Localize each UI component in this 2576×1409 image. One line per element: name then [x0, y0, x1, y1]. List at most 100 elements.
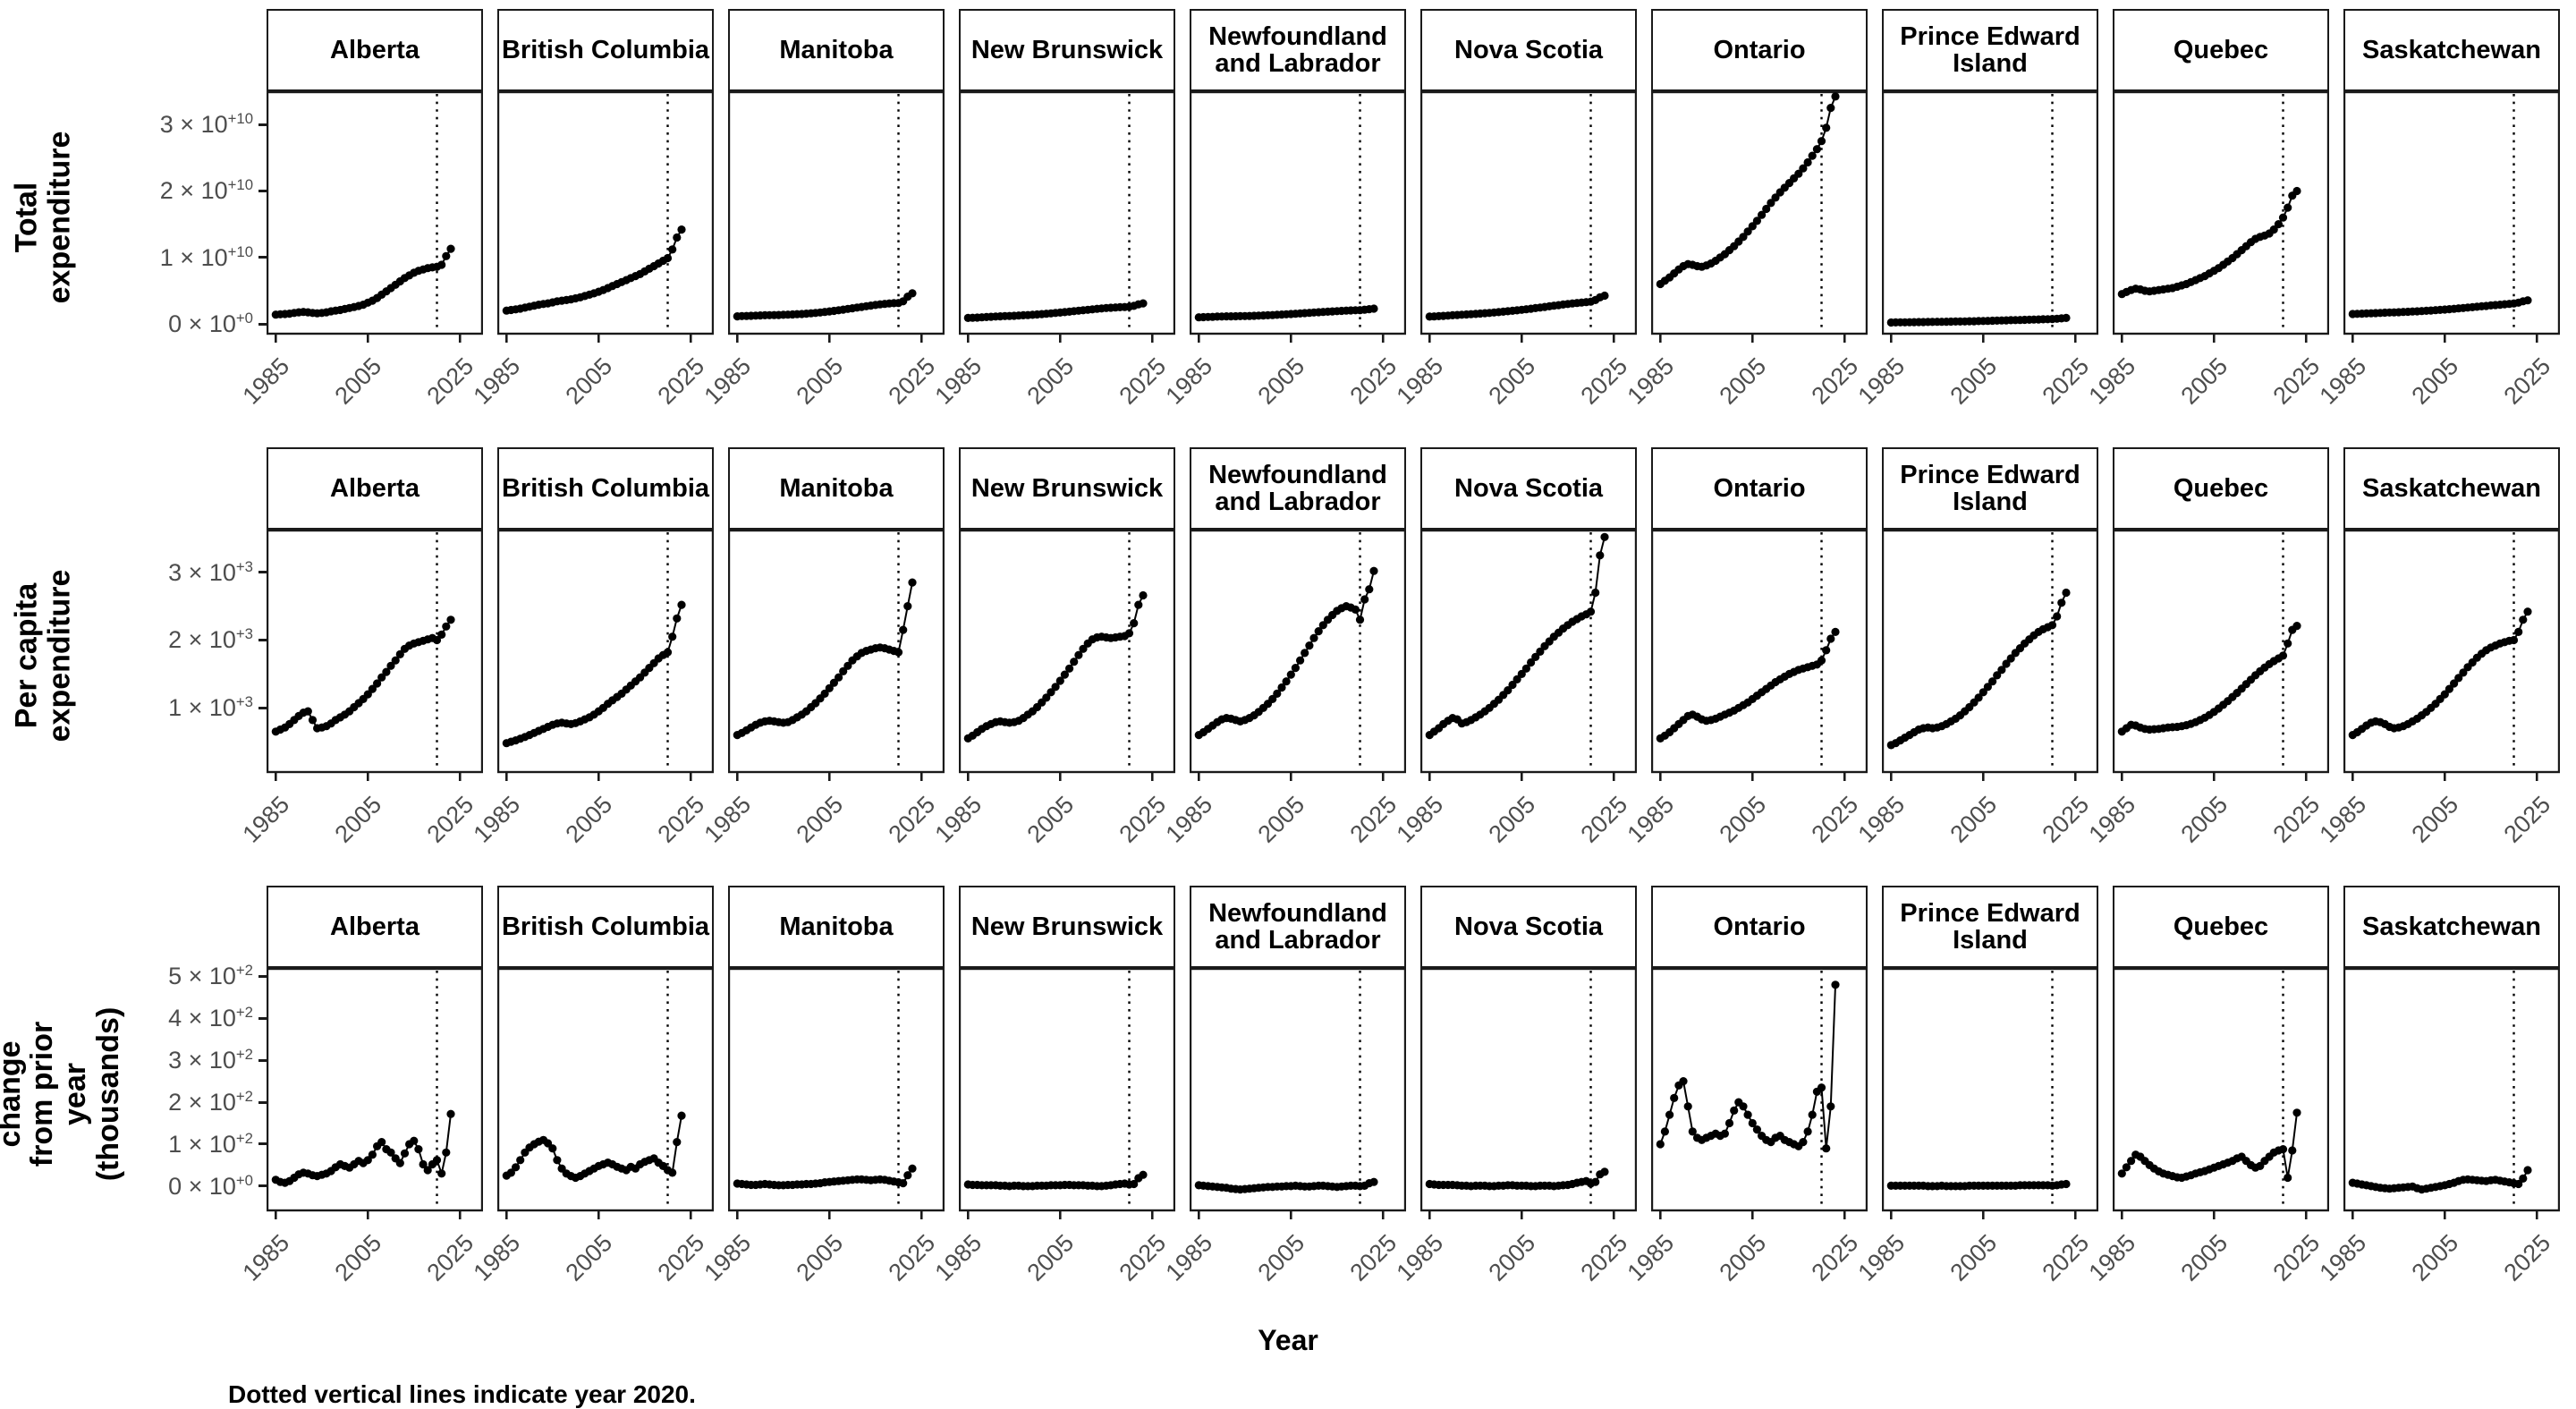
facet-strip-title: Alberta [267, 886, 483, 968]
x-axis-tick-label: 2005 [329, 1229, 387, 1286]
facet-strip-title: British Columbia [497, 9, 714, 91]
series-point [1130, 1179, 1139, 1189]
series-point [1752, 1125, 1761, 1134]
series-point [1134, 600, 1143, 609]
faceted-chart-figure: Total expenditure 0 × 10+0 1 × 10+10 2 × 10… [0, 9, 2576, 1409]
series-point [1803, 157, 1812, 167]
series-point [2278, 651, 2288, 660]
facet-panel: Prince Edward Island 1985 2005 2025 [1853, 9, 2098, 426]
y-axis-tick-label: 3 × 10+2 [168, 1046, 253, 1074]
series-point [1665, 1110, 1674, 1119]
series-point [432, 1156, 442, 1165]
facet-plot-area [1882, 91, 2098, 344]
y-axis-tick-mark [258, 1184, 267, 1188]
x-axis-tick-label: 2005 [1714, 1229, 1772, 1286]
series-point [663, 648, 673, 657]
facet-plot-svg [959, 91, 1175, 343]
series-point [1794, 169, 1803, 178]
facet-plot-area [2113, 968, 2329, 1220]
series-point [382, 667, 391, 676]
facet-plot-svg [2343, 530, 2560, 781]
series-point [1600, 532, 1609, 541]
series-point [1822, 1144, 1831, 1153]
series-point [395, 649, 404, 658]
series-point [1724, 1118, 1734, 1128]
x-axis-tick-label: 2005 [791, 1229, 849, 1286]
series-point [2292, 186, 2301, 196]
x-axis-ticks: 1985 2005 2025 [2315, 344, 2560, 426]
facet-plot-svg [1420, 968, 1637, 1219]
series-point [410, 1136, 419, 1145]
series-point [1318, 621, 1327, 630]
facet-panel: New Brunswick 1985 2005 2025 [930, 447, 1175, 864]
series-point [2062, 1179, 2071, 1189]
series-point [1355, 615, 1365, 624]
series-point [377, 1138, 386, 1147]
facet-panel: Newfoundland and Labrador 1985 2005 2025 [1161, 447, 1406, 864]
series-point [446, 615, 455, 624]
x-axis-ticks: 1985 2005 2025 [2315, 782, 2560, 864]
series-point [1301, 649, 1309, 658]
x-axis-tick-label: 2005 [2406, 1229, 2464, 1286]
series-point [1983, 683, 1992, 692]
series-point [1065, 664, 1074, 673]
series-point [1273, 689, 1282, 698]
series-point [1139, 590, 1148, 600]
y-axis-tick-label: 4 × 10+2 [168, 1004, 253, 1032]
y-axis-tick-label: 3 × 10+3 [168, 557, 253, 586]
series-point [899, 1179, 908, 1188]
facet-panel: Saskatchewan 1985 2005 2025 [2315, 886, 2560, 1303]
series-point [553, 1156, 562, 1165]
y-axis-tick-mark [258, 571, 267, 574]
facet-plot-area [497, 530, 714, 782]
series-point [512, 1163, 521, 1172]
series-point [1513, 675, 1521, 683]
y-axis-tick-mark [258, 123, 267, 126]
series-point [1586, 607, 1596, 616]
facet-panel: Nova Scotia 1985 2005 2025 [1392, 9, 1637, 426]
series-point [2062, 588, 2071, 598]
series-point [677, 225, 686, 234]
series-point [839, 666, 848, 675]
facet-plot-svg [497, 91, 714, 343]
series-point [2278, 213, 2288, 222]
x-axis-tick-label: 2005 [329, 352, 387, 410]
series-point [2523, 607, 2532, 616]
series-point [1369, 304, 1378, 313]
series-point [437, 260, 446, 269]
facet-panel: New Brunswick 1985 2005 2025 [930, 9, 1175, 426]
series-point [903, 1171, 912, 1180]
y-axis-tick-mark [258, 638, 267, 641]
y-axis-tick-mark [258, 256, 267, 259]
facet-plot-svg [2343, 968, 2560, 1219]
facet-panel: Ontario 1985 2005 2025 [1623, 447, 1868, 864]
series-point [894, 648, 903, 657]
facet-plot-area [1882, 530, 2098, 782]
facet-strip-title: Alberta [267, 9, 483, 91]
facet-strip-title: Newfoundland and Labrador [1190, 9, 1406, 91]
series-point [835, 673, 843, 682]
series-point [1826, 634, 1835, 643]
facet-panels: Alberta 1985 2005 2025 British Columbia 1985 2… [238, 447, 2576, 864]
series-point [1730, 1106, 1739, 1115]
y-axis: 0 × 10+0 1 × 10+10 2 × 10+10 3 × 10+10 [86, 9, 267, 426]
facet-panel: Manitoba 1985 2005 2025 [699, 447, 945, 864]
series-point [908, 1164, 917, 1173]
row-axis-label-text: Total expenditure [9, 131, 76, 304]
series-point [1808, 151, 1817, 160]
facet-strip-title: Manitoba [728, 447, 945, 530]
y-axis-tick: 3 × 10+10 [160, 110, 267, 138]
series-point [386, 1148, 395, 1157]
series-point [442, 1148, 451, 1157]
y-axis-tick-label: 1 × 10+10 [159, 242, 253, 271]
series-point [1739, 233, 1748, 242]
series-point [446, 1109, 455, 1118]
series-point [1139, 299, 1148, 308]
facet-plot-svg [2113, 91, 2329, 343]
facet-plot-area [267, 968, 483, 1220]
y-axis-tick: 2 × 10+3 [168, 625, 267, 653]
series-point [2292, 1108, 2301, 1117]
facet-panel: Ontario 1985 2005 2025 [1623, 886, 1868, 1303]
x-axis-tick-label: 2005 [1945, 791, 2003, 848]
x-axis-tick-label: 2005 [1945, 1229, 2003, 1286]
